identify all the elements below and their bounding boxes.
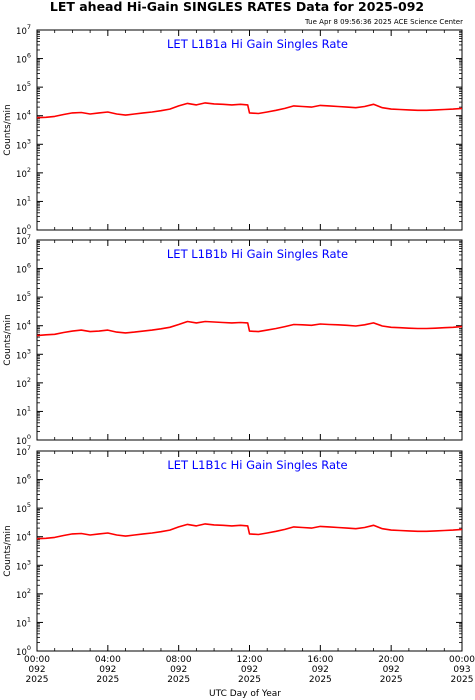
x-tick-label: 16:00 092 2025 [307, 655, 333, 685]
plot-frame [36, 450, 463, 652]
x-tick-label: 20:00 092 2025 [378, 655, 404, 685]
x-tick-label: 04:00 092 2025 [95, 655, 121, 685]
y-tick-label: 107 [16, 23, 31, 37]
y-tick-label: 101 [16, 615, 31, 629]
panel-title: LET L1B1b Hi Gain Singles Rate [167, 247, 348, 261]
y-tick-label: 104 [16, 109, 31, 123]
y-tick-label: 105 [16, 501, 31, 515]
y-axis-label: Counts/min [3, 104, 13, 155]
y-tick-label: 103 [16, 347, 31, 361]
y-tick-label: 104 [16, 319, 31, 333]
series-line-1 [36, 523, 463, 540]
y-tick-label: 106 [16, 262, 31, 276]
x-tick-label: 00:00 092 2025 [24, 655, 50, 685]
x-axis-label: UTC Day of Year [209, 689, 281, 699]
y-tick-label: 106 [16, 52, 31, 66]
y-tick-label: 102 [16, 587, 31, 601]
figure-title: LET ahead Hi-Gain SINGLES RATES Data for… [50, 0, 424, 14]
x-tick-label: 00:00 093 2025 [449, 655, 475, 685]
panel-title: LET L1B1c Hi Gain Singles Rate [167, 458, 347, 472]
y-tick-label: 105 [16, 80, 31, 94]
y-tick-label: 102 [16, 376, 31, 390]
y-tick-label: 101 [16, 194, 31, 208]
y-tick-label: 103 [16, 137, 31, 151]
series-line-1 [36, 102, 463, 119]
y-tick-label: 106 [16, 473, 31, 487]
x-tick-label: 08:00 092 2025 [166, 655, 192, 685]
y-tick-label: 105 [16, 290, 31, 304]
series-line-1 [36, 320, 463, 337]
y-tick-label: 101 [16, 404, 31, 418]
y-tick-label: 102 [16, 166, 31, 180]
timestamp-label: Tue Apr 8 09:56:36 2025 ACE Science Cent… [304, 18, 463, 26]
y-tick-label: 104 [16, 530, 31, 544]
plot-frame [36, 29, 463, 231]
x-tick-label: 12:00 092 2025 [237, 655, 263, 685]
plot-frame [36, 239, 463, 441]
y-tick-label: 103 [16, 558, 31, 572]
y-axis-label: Counts/min [3, 525, 13, 576]
y-axis-label: Counts/min [3, 314, 13, 365]
panel-title: LET L1B1a Hi Gain Singles Rate [167, 37, 348, 51]
